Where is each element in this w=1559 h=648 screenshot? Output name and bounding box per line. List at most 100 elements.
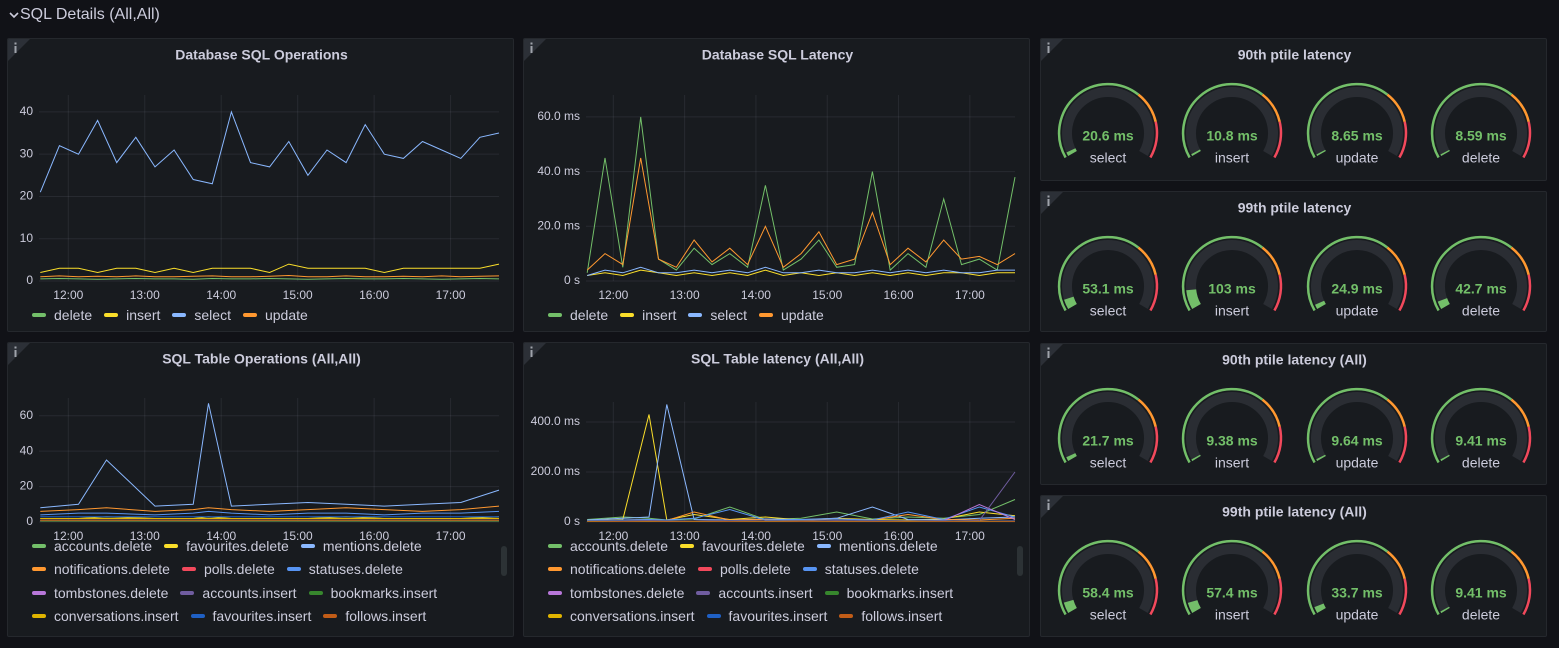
legend-item[interactable]: tombstones.delete (548, 581, 684, 605)
legend-label: notifications.delete (54, 561, 170, 578)
y-tick-label: 30 (20, 146, 34, 160)
legend-item[interactable]: polls.delete (697, 558, 791, 582)
legend-label: follows.insert (861, 608, 943, 625)
gauge-track (1435, 240, 1527, 309)
info-icon-dot (1047, 42, 1050, 45)
legend-swatch (706, 614, 721, 619)
threshold-arc (1273, 121, 1283, 159)
legend-swatch (32, 614, 46, 619)
legend-item[interactable]: notifications.delete (32, 558, 170, 582)
gauge-name: update (1336, 455, 1379, 471)
legend-swatch (696, 590, 711, 595)
info-icon[interactable] (1047, 46, 1050, 53)
info-icon[interactable] (530, 350, 533, 357)
gauge-value-label: 20.6 ms (1082, 128, 1134, 144)
info-icon[interactable] (14, 46, 17, 53)
info-icon[interactable] (14, 350, 17, 357)
x-tick-label: 16:00 (884, 529, 914, 543)
legend-label: notifications.delete (570, 561, 686, 578)
legend-item[interactable]: conversations.insert (548, 605, 695, 629)
x-tick-label: 13:00 (670, 288, 700, 302)
legend-label: favourites.insert (728, 608, 828, 625)
legend-item[interactable]: accounts.insert (180, 581, 297, 605)
gauge-value (1315, 300, 1326, 309)
threshold-arc (1057, 539, 1140, 616)
series-line (586, 116, 1016, 273)
legend-item[interactable]: update (758, 303, 824, 327)
legend-item[interactable]: notifications.delete (548, 558, 686, 582)
legend-item[interactable]: mentions.delete (816, 534, 938, 558)
legend-item[interactable]: favourites.delete (680, 534, 805, 558)
x-tick-label: 17:00 (955, 288, 985, 302)
threshold-arc (1181, 235, 1264, 312)
legend-item[interactable]: accounts.delete (32, 534, 152, 558)
gauge-track (1186, 87, 1278, 156)
gauge-value (1066, 453, 1077, 461)
info-icon-dot (530, 42, 533, 45)
panel-title: 90th ptile latency (1238, 47, 1352, 63)
info-corner (1041, 496, 1063, 518)
x-tick-label: 17:00 (955, 529, 985, 543)
info-icon[interactable] (1047, 199, 1050, 206)
threshold-arc (1181, 82, 1264, 159)
info-icon[interactable] (1047, 351, 1050, 358)
legend-item[interactable]: accounts.insert (696, 581, 813, 605)
legend-item[interactable]: statuses.delete (286, 558, 403, 582)
legend-item[interactable]: bookmarks.insert (308, 581, 437, 605)
gauge-value (1440, 454, 1450, 462)
legend-item[interactable]: delete (548, 303, 608, 327)
legend-label: update (264, 306, 308, 323)
legend-item[interactable]: insert (620, 303, 676, 327)
legend-swatch (32, 567, 46, 572)
x-tick-label: 16:00 (359, 529, 389, 543)
legend-item[interactable]: follows.insert (839, 605, 942, 629)
gauge-name: insert (1215, 607, 1249, 623)
row-header[interactable]: SQL Details (All,All) (8, 4, 160, 26)
gauge-name: delete (1462, 607, 1500, 623)
legend-label: delete (570, 306, 609, 323)
legend-item[interactable]: statuses.delete (802, 558, 919, 582)
info-corner (1041, 39, 1063, 61)
legend-label: favourites.insert (212, 608, 312, 625)
x-tick-label: 15:00 (812, 288, 842, 302)
legend-item[interactable]: favourites.delete (164, 534, 289, 558)
legend-item[interactable]: accounts.delete (548, 534, 668, 558)
legend-swatch (300, 543, 315, 548)
legend-item[interactable]: follows.insert (323, 605, 426, 629)
legend-swatch (181, 567, 196, 572)
legend-item[interactable]: polls.delete (181, 558, 275, 582)
gauge-value-label: 9.41 ms (1455, 433, 1507, 449)
threshold-arc (1137, 93, 1157, 123)
legend-item[interactable]: bookmarks.insert (824, 581, 953, 605)
panel: Database SQL Operations 0 10 20 30 40 12:00 13:… (7, 38, 514, 332)
legend-item[interactable]: insert (104, 303, 160, 327)
legend-item[interactable]: select (172, 303, 231, 327)
gauge-name: update (1336, 303, 1379, 319)
legend-item[interactable]: favourites.insert (706, 605, 828, 629)
legend-swatch (824, 590, 839, 595)
threshold-arc (1398, 274, 1408, 312)
threshold-arc (1306, 235, 1389, 312)
legend-label: mentions.delete (322, 537, 422, 554)
gauge-value-label: 21.7 ms (1082, 433, 1134, 449)
gauge-name: select (1090, 303, 1127, 319)
threshold-arc (1522, 578, 1532, 616)
gauge-name: select (1090, 455, 1127, 471)
legend-item[interactable]: favourites.insert (190, 605, 312, 629)
gauge-value-label: 10.8 ms (1206, 128, 1258, 144)
series-line (586, 157, 1016, 271)
legend-item[interactable]: conversations.insert (32, 605, 179, 629)
legend-item[interactable]: tombstones.delete (32, 581, 168, 605)
info-icon[interactable] (530, 46, 533, 53)
legend-item[interactable]: select (688, 303, 747, 327)
legend-swatch (308, 590, 323, 595)
info-icon[interactable] (1047, 503, 1050, 510)
legend-item[interactable]: mentions.delete (300, 534, 422, 558)
threshold-arc (1306, 539, 1389, 616)
legend-label: update (780, 306, 824, 323)
gauge-track (1186, 392, 1278, 461)
legend-item[interactable]: update (242, 303, 308, 327)
threshold-arc (1149, 274, 1159, 312)
legend-item[interactable]: delete (32, 303, 92, 327)
legend-label: accounts.delete (54, 537, 153, 554)
